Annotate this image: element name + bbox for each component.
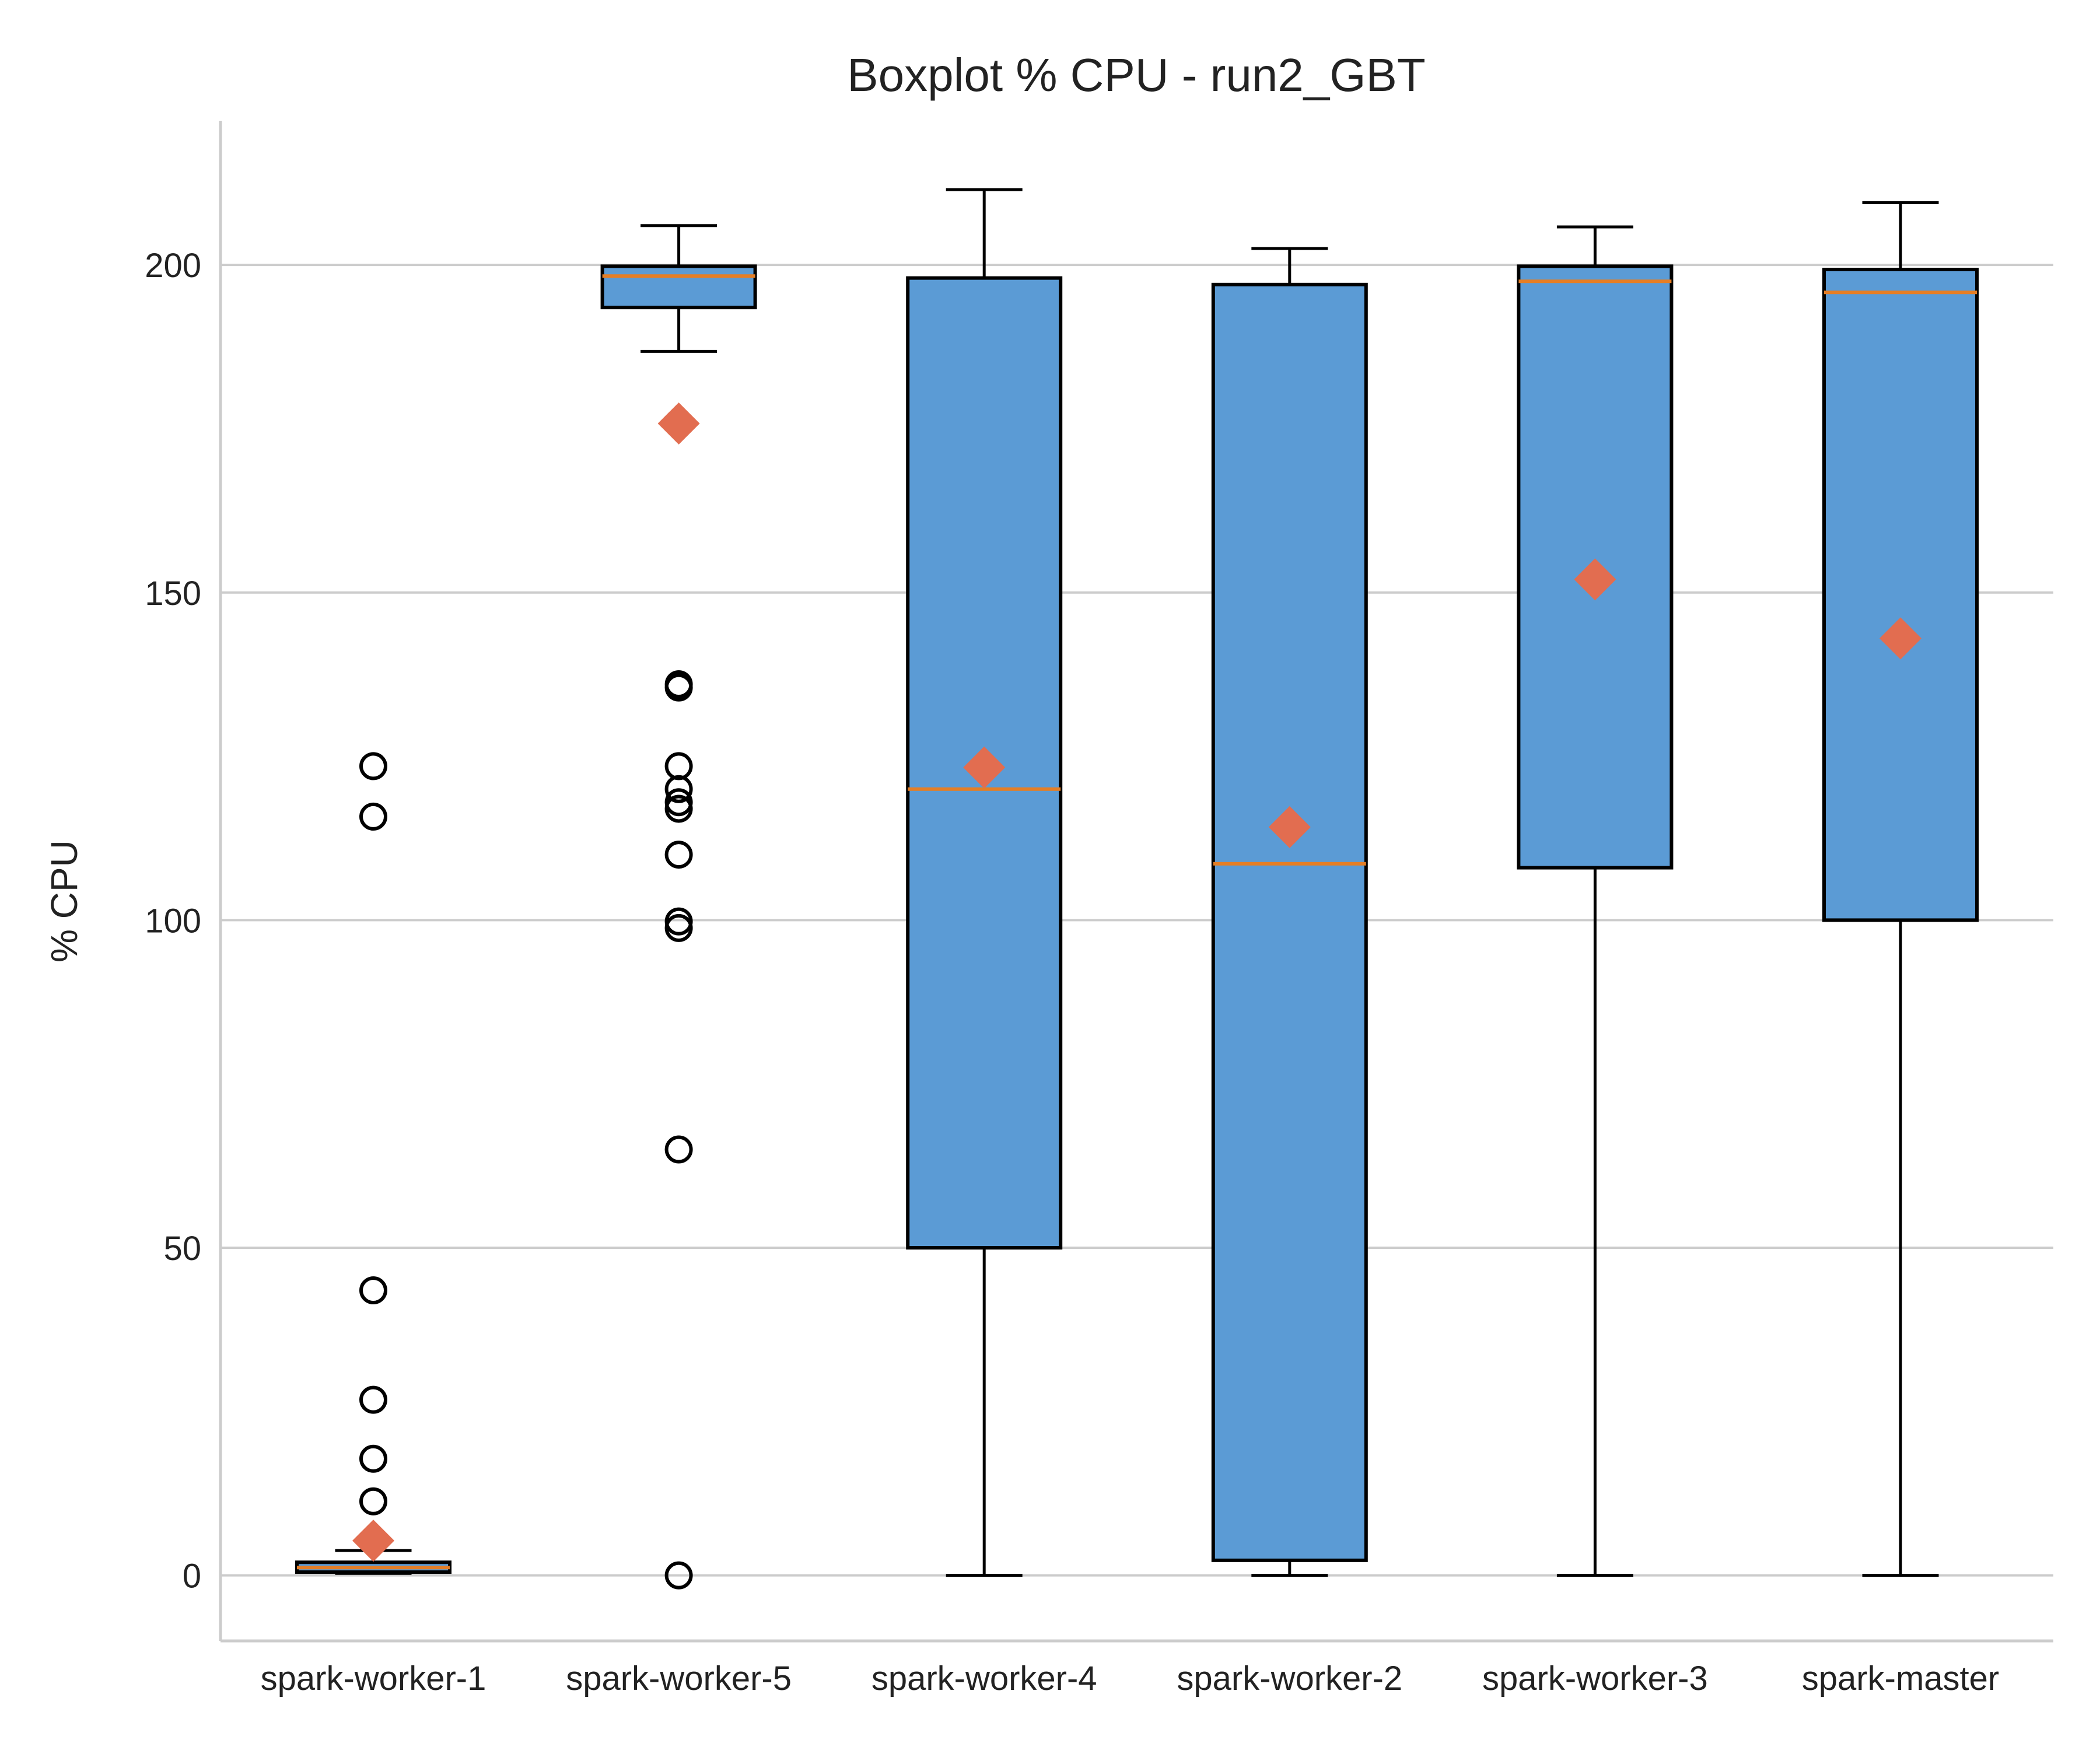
mean-marker [1574,558,1616,601]
box-group [1517,225,1674,1577]
outlier-point [359,1276,387,1305]
outlier-point [664,1561,693,1590]
x-tick-label: spark-worker-3 [1482,1660,1708,1698]
x-tick-label: spark-worker-2 [1177,1660,1402,1698]
outlier-point [664,673,693,702]
x-tick-label: spark-worker-1 [261,1660,487,1698]
box [1211,282,1368,1562]
x-tick-label: spark-worker-5 [566,1660,792,1698]
y-axis-label: % CPU [43,840,85,963]
x-tick-labels: spark-worker-1 spark-worker-5 spark-worker… [261,1660,2000,1698]
box-group [1211,247,1368,1577]
box [1822,267,1979,922]
x-tick-label: spark-worker-4 [872,1660,1097,1698]
mean-marker [352,1520,394,1562]
chart-title: Boxplot % CPU - run2_GBT [847,49,1425,101]
y-tick-label: 0 [183,1558,201,1595]
box [600,264,757,310]
mean-marker [1880,617,1922,660]
outlier-point [359,1487,387,1516]
y-tick-label: 200 [145,247,201,285]
mean-marker [657,402,700,444]
box-series [295,188,1979,1590]
outlier-point [359,802,387,831]
outlier-point [359,1385,387,1414]
outlier-point [359,1444,387,1473]
y-tick-label: 50 [163,1230,201,1268]
x-tick-label: spark-master [1802,1660,1999,1698]
y-tick-label: 150 [145,575,201,612]
mean-marker [963,746,1006,789]
y-gridlines [220,264,2053,1577]
outlier-point [359,752,387,780]
outlier-point [664,752,693,780]
outlier-point [664,841,693,869]
mean-marker [1268,806,1311,848]
box-group [906,188,1063,1577]
outlier-point [664,775,693,803]
y-tick-label: 100 [145,902,201,940]
outlier-point [664,914,693,942]
y-tick-labels: 0 50 100 150 200 [145,247,201,1595]
axis-spines [219,121,2053,1643]
outlier-point [664,794,693,823]
box-group [295,752,452,1575]
box-group [1822,201,1979,1577]
box-group [600,224,757,1590]
outlier-point [664,1135,693,1164]
